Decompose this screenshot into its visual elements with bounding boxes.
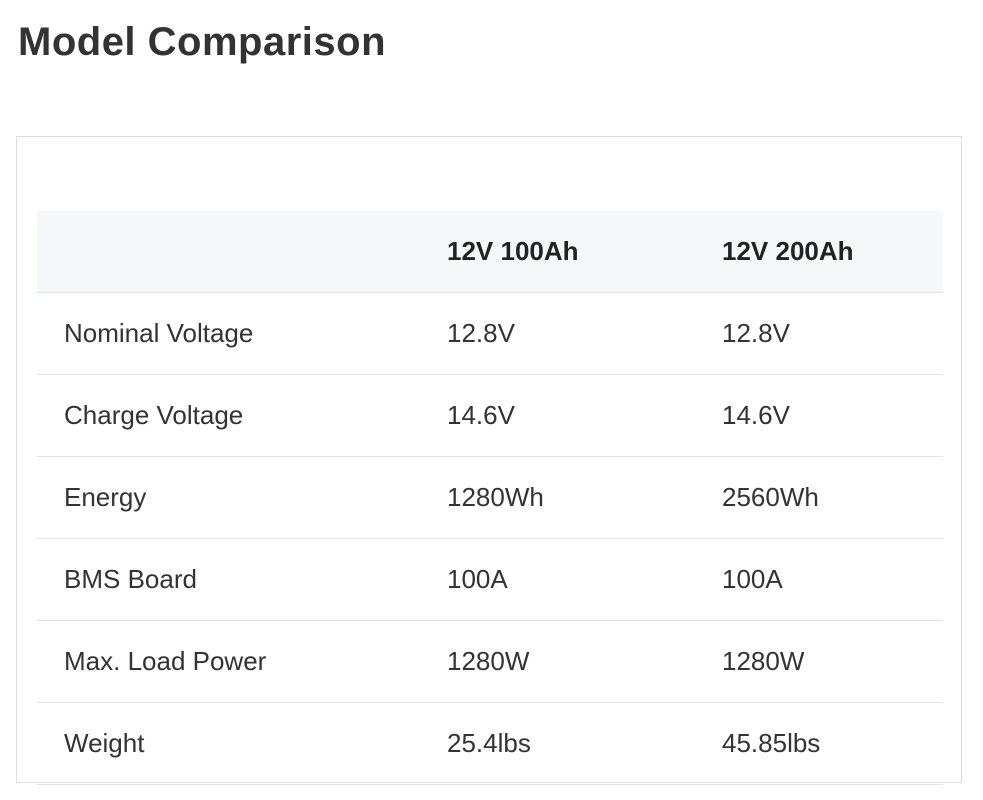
table-cell: 1280Wh [447,482,544,512]
table-cell: 12.8V [722,318,790,348]
table-cell: 12.8V [447,318,515,348]
column-header: 12V 100Ah [447,236,579,266]
table-row: Max. Load Power 1280W 1280W [37,621,943,703]
table-header: 12V 100Ah 12V 200Ah [37,211,943,293]
table-cell: 1280W [722,646,805,676]
table-cell: 14.6V [447,400,515,430]
table-cell: 100A [722,564,783,594]
card [16,136,962,783]
table-cell: 45.85lbs [722,728,821,758]
row-label: BMS Board [64,564,197,594]
table-cell: 100A [447,564,508,594]
table-cell: 14.6V [722,400,790,430]
table-cell: 1280W [447,646,530,676]
page-title: Model Comparison [18,20,387,64]
table-cell: 2560Wh [722,482,819,512]
row-label: Nominal Voltage [64,318,254,348]
table-row: Charge Voltage 14.6V 14.6V [37,375,943,457]
table-row: Energy 1280Wh 2560Wh [37,457,943,539]
table-row: Weight 25.4lbs 45.85lbs [37,703,943,785]
row-label: Max. Load Power [64,646,267,676]
row-label: Charge Voltage [64,400,244,430]
table-row: Nominal Voltage 12.8V 12.8V [37,293,943,375]
table-cell: 25.4lbs [447,728,531,758]
table-row: BMS Board 100A 100A [37,539,943,621]
comparison-table: 12V 100Ah 12V 200Ah Nominal Voltage 12.8V 1… [37,211,943,785]
column-header: 12V 200Ah [722,236,854,266]
row-label: Weight [64,728,145,758]
row-label: Energy [64,482,147,512]
